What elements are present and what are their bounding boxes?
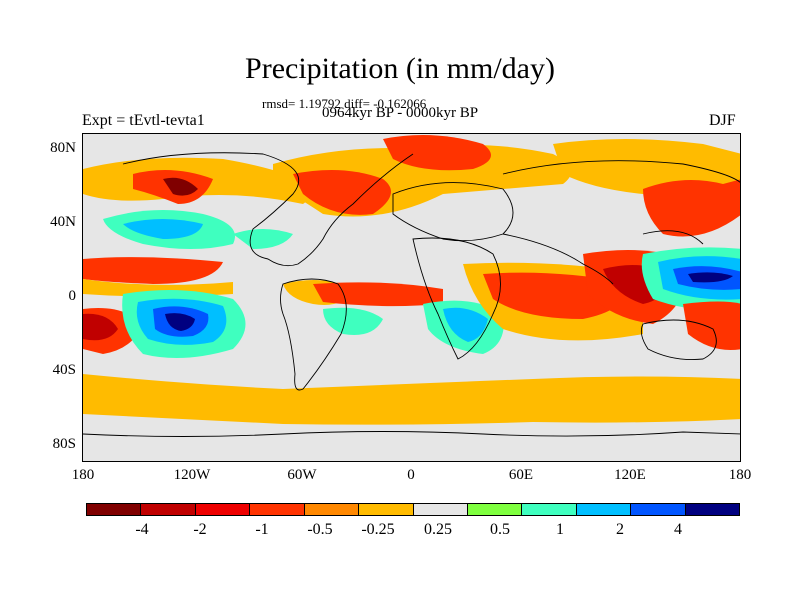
north-europe-dry [383,135,491,171]
colorbar-label: 1 [556,521,564,538]
n-pacific-extreme [163,177,198,196]
colorbar-label: 4 [674,521,682,538]
n-atlantic-dry-core [293,170,391,215]
x-tick-60w: 60W [287,467,317,483]
colorbar-swatch [87,504,142,515]
stats-text: rmsd= 1.19792 diff= -0.162066 [262,96,427,111]
season-label: DJF [709,112,736,129]
southern-ocean-dry [83,374,740,425]
colorbar-label: -0.25 [361,521,395,538]
map-svg [83,134,740,461]
x-tick-180e: 180 [728,467,752,483]
africa-wet-core [443,307,488,342]
coastlines [83,152,740,437]
colorbar-label: 0.25 [424,521,452,538]
precip-anomaly-map [82,133,741,462]
colorbar-swatch [631,504,686,515]
pacific-wet-nw-core [123,219,203,239]
colorbar [86,503,740,516]
colorbar-swatch [522,504,577,515]
x-tick-60e: 60E [508,467,534,483]
colorbar-label: 0.5 [490,521,510,538]
atlantic-wet-patch [233,229,293,249]
east-asia-dry-core [643,179,740,237]
x-tick-120w: 120W [173,467,211,483]
colorbar-label: -4 [135,521,149,538]
colorbar-swatch [195,504,251,515]
s-pacific-dry-east [683,301,740,350]
s-pacific-wet-extreme [165,313,195,331]
colorbar-swatch [576,504,632,515]
y-tick-40s: 40S [52,362,76,378]
y-tick-80n: 80N [50,140,76,156]
colorbar-swatch [467,504,523,515]
y-tick-80s: 80S [52,436,76,452]
colorbar-swatch [141,504,196,515]
e-pacific-itcz-dry [83,257,223,284]
colorbar-swatch [304,504,360,515]
colorbar-swatch [250,504,305,515]
colorbar-swatch [413,504,468,515]
x-tick-180w: 180 [71,467,95,483]
s-atlantic-wet [323,307,383,335]
colorbar-label: -1 [255,521,269,538]
y-tick-0: 0 [68,288,77,304]
x-tick-120e: 120E [614,467,646,483]
chart-title: Precipitation (in mm/day) [245,52,555,85]
colorbar-label: -2 [193,521,207,538]
colorbar-swatch [359,504,414,515]
period-text: 0964kyr BP - 0000kyr BP [322,105,479,121]
y-tick-40n: 40N [50,214,76,230]
colorbar-swatch [685,504,740,515]
colorbar-label: 2 [616,521,624,538]
s-pacific-dry-core [83,313,118,341]
experiment-label: Expt = tEvtl-tevta1 [82,112,205,129]
x-tick-0: 0 [407,467,415,483]
colorbar-label: -0.5 [307,521,333,538]
w-pacific-wet-extreme [688,272,733,283]
